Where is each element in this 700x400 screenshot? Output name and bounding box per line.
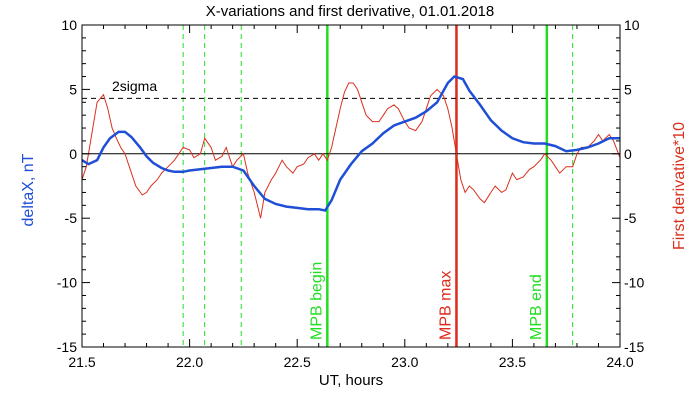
y-right-tick-label: -5 <box>624 210 637 226</box>
y-axis-label-right: First derivative*10 <box>671 122 688 250</box>
y-left-tick-label: -10 <box>57 275 77 291</box>
y-left-tick-label: 5 <box>69 81 77 97</box>
derivative-series-line <box>81 82 621 219</box>
y-right-tick-label: -10 <box>624 275 644 291</box>
y-left-tick-label: 0 <box>69 146 77 162</box>
plot-frame <box>81 24 621 348</box>
event-marker-label: MPB begin <box>308 262 325 340</box>
sigma-label: 2sigma <box>112 78 157 94</box>
y-right-tick-label: 10 <box>624 17 640 33</box>
y-axis-label-left: deltaX, nT <box>20 153 37 226</box>
y-right-tick-label: 0 <box>624 146 632 162</box>
event-marker-label: MPB max <box>437 271 454 340</box>
event-markers: MPB begin MPB max MPB end <box>182 25 574 347</box>
y-right-tick-label: -15 <box>624 339 644 355</box>
x-tick-label: 23.0 <box>391 354 418 370</box>
x-tick-label: 21.5 <box>68 354 95 370</box>
chart-title: X-variations and first derivative, 01.01… <box>206 3 495 20</box>
y-left-tick-label: -5 <box>65 210 78 226</box>
deltax-series-line <box>81 75 620 212</box>
y-left-tick-label: 10 <box>61 17 77 33</box>
x-tick-label: 23.5 <box>499 354 526 370</box>
x-tick-label: 22.0 <box>176 354 203 370</box>
event-marker-label: MPB end <box>528 274 545 340</box>
x-tick-label: 22.5 <box>284 354 311 370</box>
x-tick-label: 24.0 <box>606 354 633 370</box>
y-right-tick-label: 5 <box>624 81 632 97</box>
y-left-tick-label: -15 <box>57 339 77 355</box>
x-axis-label: UT, hours <box>319 372 383 389</box>
axis-ticks <box>81 24 621 348</box>
